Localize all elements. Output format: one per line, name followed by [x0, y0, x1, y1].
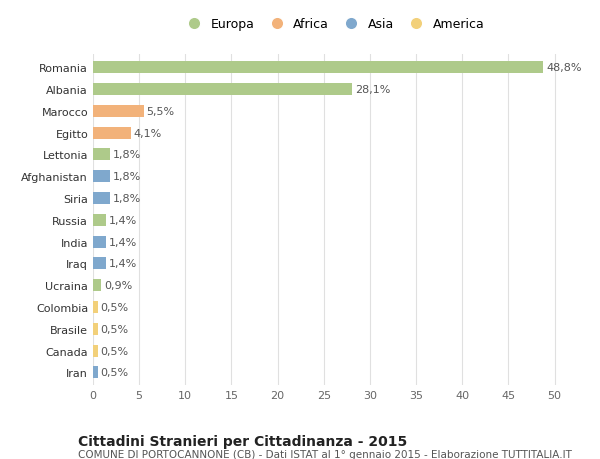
Legend: Europa, Africa, Asia, America: Europa, Africa, Asia, America — [182, 18, 484, 31]
Bar — [93, 323, 98, 335]
Text: 0,5%: 0,5% — [100, 346, 128, 356]
Text: COMUNE DI PORTOCANNONE (CB) - Dati ISTAT al 1° gennaio 2015 - Elaborazione TUTTI: COMUNE DI PORTOCANNONE (CB) - Dati ISTAT… — [78, 449, 572, 459]
Text: 0,5%: 0,5% — [100, 302, 128, 312]
Text: 1,8%: 1,8% — [112, 194, 140, 204]
Text: 5,5%: 5,5% — [146, 106, 175, 117]
Bar — [93, 345, 98, 357]
Text: Cittadini Stranieri per Cittadinanza - 2015: Cittadini Stranieri per Cittadinanza - 2… — [78, 434, 407, 448]
Text: 48,8%: 48,8% — [546, 63, 582, 73]
Bar — [93, 301, 98, 313]
Bar — [93, 280, 101, 291]
Bar — [93, 106, 144, 118]
Bar — [93, 149, 110, 161]
Bar — [93, 84, 352, 96]
Text: 0,5%: 0,5% — [100, 368, 128, 377]
Text: 1,4%: 1,4% — [109, 259, 137, 269]
Text: 1,8%: 1,8% — [112, 150, 140, 160]
Text: 0,9%: 0,9% — [104, 280, 133, 291]
Text: 1,4%: 1,4% — [109, 215, 137, 225]
Bar — [93, 128, 131, 140]
Text: 1,4%: 1,4% — [109, 237, 137, 247]
Text: 28,1%: 28,1% — [355, 85, 391, 95]
Bar — [93, 214, 106, 226]
Text: 4,1%: 4,1% — [134, 129, 162, 138]
Bar — [93, 236, 106, 248]
Text: 0,5%: 0,5% — [100, 324, 128, 334]
Text: 1,8%: 1,8% — [112, 172, 140, 182]
Bar — [93, 258, 106, 270]
Bar — [93, 171, 110, 183]
Bar — [93, 193, 110, 205]
Bar — [93, 62, 544, 74]
Bar — [93, 367, 98, 379]
